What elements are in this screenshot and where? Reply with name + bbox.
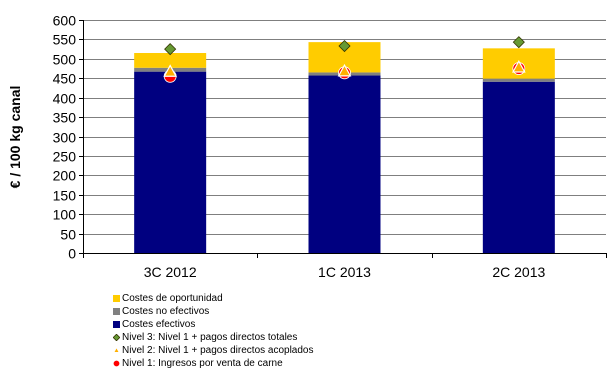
bars — [134, 42, 555, 254]
bar-costes-efectivos-3c-2012 — [134, 71, 207, 253]
bar-costes-no-efectivos-2c-2013 — [482, 78, 555, 82]
y-tick-label-500: 500 — [53, 52, 77, 68]
y-tick-label-550: 550 — [53, 32, 77, 48]
legend-item-nivel-2-nivel-1-pagos-directos-acoplados: Nivel 2: Nivel 1 + pagos directos acopla… — [113, 344, 493, 357]
marker-nivel-2-nivel-1-pagos-directos-acoplados-1c-2013 — [337, 63, 352, 77]
y-tick-label-450: 450 — [53, 71, 77, 87]
marker-nivel-3-nivel-1-pagos-directos-totales-3c-2012 — [164, 43, 177, 56]
legend-swatch-nivel-2-nivel-1-pagos-directos-acoplados — [113, 347, 120, 354]
x-tick-label-1c-2013: 1C 2013 — [318, 264, 371, 280]
legend-marker-diamond — [113, 334, 120, 341]
y-tick-label-150: 150 — [53, 188, 77, 204]
y-tick-label-200: 200 — [53, 168, 77, 184]
legend-label: Costes efectivos — [122, 319, 196, 330]
marker-nivel-2-nivel-1-pagos-directos-acoplados-2c-2013 — [511, 60, 526, 73]
axes — [79, 20, 607, 258]
legend-swatch-fill — [113, 308, 120, 315]
x-tick-label-2c-2013: 2C 2013 — [492, 264, 545, 280]
legend-label: Costes no efectivos — [122, 306, 210, 317]
y-tick-label-300: 300 — [53, 130, 77, 146]
legend-label: Costes de oportunidad — [122, 293, 223, 304]
y-tick-label-600: 600 — [53, 13, 77, 29]
legend-item-costes-no-efectivos: Costes no efectivos — [113, 305, 493, 318]
legend-swatch-nivel-1-ingresos-por-venta-de-carne — [113, 360, 120, 367]
legend-item-costes-efectivos: Costes efectivos — [113, 318, 493, 331]
legend-item-nivel-3-nivel-1-pagos-directos-totales: Nivel 3: Nivel 1 + pagos directos totale… — [113, 331, 493, 344]
y-tick-label-0: 0 — [68, 246, 76, 262]
bar-costes-de-oportunidad-3c-2012 — [134, 53, 207, 68]
legend-marker-circle — [113, 360, 120, 367]
legend-swatch-costes-no-efectivos — [113, 308, 120, 315]
bar-costes-efectivos-1c-2013 — [308, 75, 381, 253]
y-tick-label-50: 50 — [60, 227, 76, 243]
tick-labels: 0 50 100 150 200 250 300 350 400 450 500 550 600 3C 2… — [53, 13, 546, 281]
y-axis-label: € / 100 kg canal — [7, 86, 23, 189]
legend: Costes de oportunidad Costes no efectivos… — [113, 292, 493, 370]
legend-item-nivel-1-ingresos-por-venta-de-carne: Nivel 1: Ingresos por venta de carne — [113, 357, 493, 370]
legend-swatch-costes-efectivos — [113, 321, 120, 328]
legend-item-costes-de-oportunidad: Costes de oportunidad — [113, 292, 493, 305]
legend-marker-triangle — [113, 347, 120, 354]
legend-label: Nivel 1: Ingresos por venta de carne — [122, 358, 283, 369]
legend-swatch-nivel-3-nivel-1-pagos-directos-totales — [113, 334, 120, 341]
bar-costes-efectivos-2c-2013 — [482, 81, 555, 254]
markers — [163, 36, 526, 83]
legend-swatch-costes-de-oportunidad — [113, 295, 120, 302]
y-tick-label-400: 400 — [53, 91, 77, 107]
y-tick-label-100: 100 — [53, 207, 77, 223]
y-tick-label-250: 250 — [53, 149, 77, 165]
marker-nivel-2-nivel-1-pagos-directos-acoplados-3c-2012 — [163, 64, 178, 77]
marker-nivel-3-nivel-1-pagos-directos-totales-1c-2013 — [338, 39, 351, 53]
marker-nivel-3-nivel-1-pagos-directos-totales-2c-2013 — [512, 36, 525, 49]
legend-label: Nivel 2: Nivel 1 + pagos directos acopla… — [122, 345, 314, 356]
legend-swatch-fill — [113, 295, 120, 302]
y-tick-label-350: 350 — [53, 110, 77, 126]
legend-swatch-fill — [113, 321, 120, 328]
x-tick-label-3c-2012: 3C 2012 — [144, 264, 197, 280]
legend-label: Nivel 3: Nivel 1 + pagos directos totale… — [122, 332, 298, 343]
